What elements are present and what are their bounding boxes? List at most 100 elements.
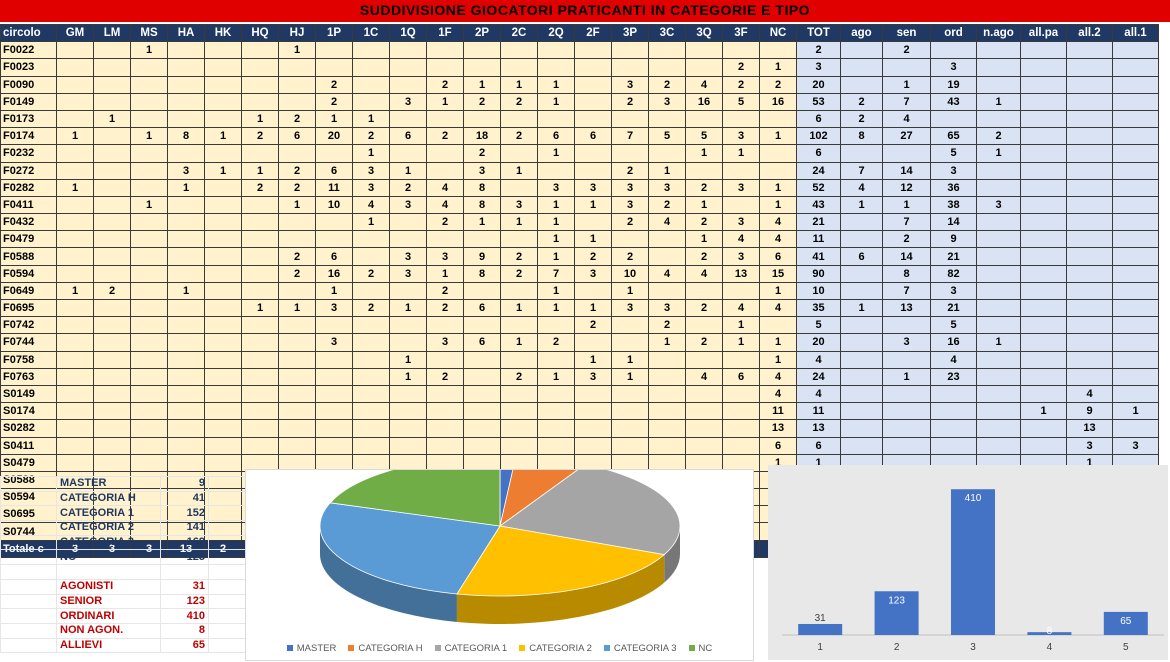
table-cell (93, 75, 131, 94)
table-cell (204, 384, 242, 404)
table-cell (130, 436, 168, 455)
table-cell (241, 58, 279, 77)
table-row: S0411 6 6 3 3 (0, 436, 1159, 455)
table-cell (930, 384, 977, 404)
table-cell: 1 (352, 144, 390, 163)
table-cell: all.pa (1020, 23, 1067, 43)
table-row: F0090 2 2 1 1 1 3 2 4 2 2 20 1 19 (0, 75, 1159, 94)
table-cell: 36 (930, 178, 977, 197)
table-cell (611, 144, 649, 163)
table-cell: 2 (574, 247, 612, 266)
table-cell (130, 281, 168, 301)
table-cell (352, 58, 390, 77)
table-cell (93, 298, 131, 318)
summary-spacer (208, 637, 247, 654)
table-cell: 20 (315, 127, 353, 146)
table-cell: 2 (685, 178, 723, 197)
table-cell (241, 230, 279, 249)
table-cell (167, 109, 205, 129)
table-cell: 6 (796, 109, 841, 129)
table-cell (463, 41, 501, 60)
table-cell (648, 419, 686, 438)
table-cell: 2Q (537, 23, 575, 43)
table-cell: 1 (278, 298, 316, 318)
table-cell: 3C (648, 23, 686, 43)
row-label: F0173 (0, 109, 57, 129)
table-row: F0744 3 3 6 1 2 1 2 1 1 20 3 16 1 (0, 333, 1159, 352)
summary-spacer (56, 564, 161, 580)
table-cell: 1 (882, 75, 931, 94)
table-cell: GM (56, 23, 94, 43)
table-cell (241, 350, 279, 369)
table-cell: 2 (426, 298, 464, 318)
table-cell: 7 (611, 127, 649, 146)
row-label: S0149 (0, 384, 57, 404)
table-cell (648, 367, 686, 386)
table-cell (241, 333, 279, 352)
table-row: F0149 2 3 1 2 2 1 2 3 16 5 16 53 2 7 43 1 (0, 92, 1159, 111)
table-cell (1112, 195, 1159, 215)
table-cell (500, 41, 538, 60)
table-cell (463, 384, 501, 404)
summary-spacer (208, 593, 247, 610)
bar-data-label: 31 (815, 613, 827, 624)
table-cell (204, 75, 242, 94)
summary-spacer (208, 608, 247, 624)
table-cell: 2 (500, 367, 538, 386)
table-cell (1020, 58, 1067, 77)
table-cell (463, 58, 501, 77)
table-cell (1066, 264, 1113, 283)
table-cell: 2 (685, 298, 723, 318)
table-cell (204, 316, 242, 335)
table-cell (389, 316, 427, 335)
table-cell (1020, 264, 1067, 283)
table-cell: all.1 (1112, 23, 1159, 43)
table-cell (389, 333, 427, 352)
x-tick-label: 5 (1123, 642, 1129, 653)
row-label: S0174 (0, 402, 57, 421)
table-cell (1112, 75, 1159, 94)
table-cell (1066, 195, 1113, 215)
table-cell (1112, 247, 1159, 266)
summary-spacer (208, 520, 247, 536)
pie-chart (319, 470, 681, 624)
table-cell (315, 453, 353, 472)
summary-spacer (0, 593, 57, 610)
table-cell (130, 316, 168, 335)
table-cell: 6 (722, 367, 760, 386)
table-cell (1066, 109, 1113, 129)
table-cell (1066, 127, 1113, 146)
table-cell: 1 (537, 298, 575, 318)
table-cell (426, 436, 464, 455)
table-cell: 3 (574, 264, 612, 283)
table-row: F0272 3 1 1 2 6 3 1 3 1 2 1 24 7 14 3 (0, 161, 1159, 180)
summary-label: AGONISTI (56, 578, 161, 595)
row-label: F0272 (0, 161, 57, 180)
table-cell (93, 144, 131, 163)
table-cell (1020, 75, 1067, 94)
table-cell: 1 (241, 109, 279, 129)
legend-label: CATEGORIA 1 (444, 643, 508, 654)
table-cell: 4 (352, 195, 390, 215)
table-cell (574, 144, 612, 163)
summary-spacer (208, 622, 247, 639)
table-cell (93, 367, 131, 386)
table-cell (426, 402, 464, 421)
table-cell (204, 453, 242, 472)
table-cell: 2 (648, 195, 686, 215)
summary-row: ALLIEVI 65 (0, 637, 247, 654)
table-cell (278, 367, 316, 386)
summary-label: CATEGORIA 2 (56, 520, 161, 536)
table-cell: 1 (56, 127, 94, 146)
table-cell (204, 230, 242, 249)
table-cell (352, 41, 390, 60)
table-cell (352, 367, 390, 386)
table-cell: 1 (648, 333, 686, 352)
table-cell: 1 (167, 178, 205, 197)
table-cell: 1 (56, 281, 94, 301)
table-cell: 43 (930, 92, 977, 111)
summary-value: 65 (160, 637, 209, 654)
table-row: F0479 1 1 1 4 4 11 2 9 (0, 230, 1159, 249)
table-cell: 3 (930, 161, 977, 180)
table-cell: 1 (500, 161, 538, 180)
